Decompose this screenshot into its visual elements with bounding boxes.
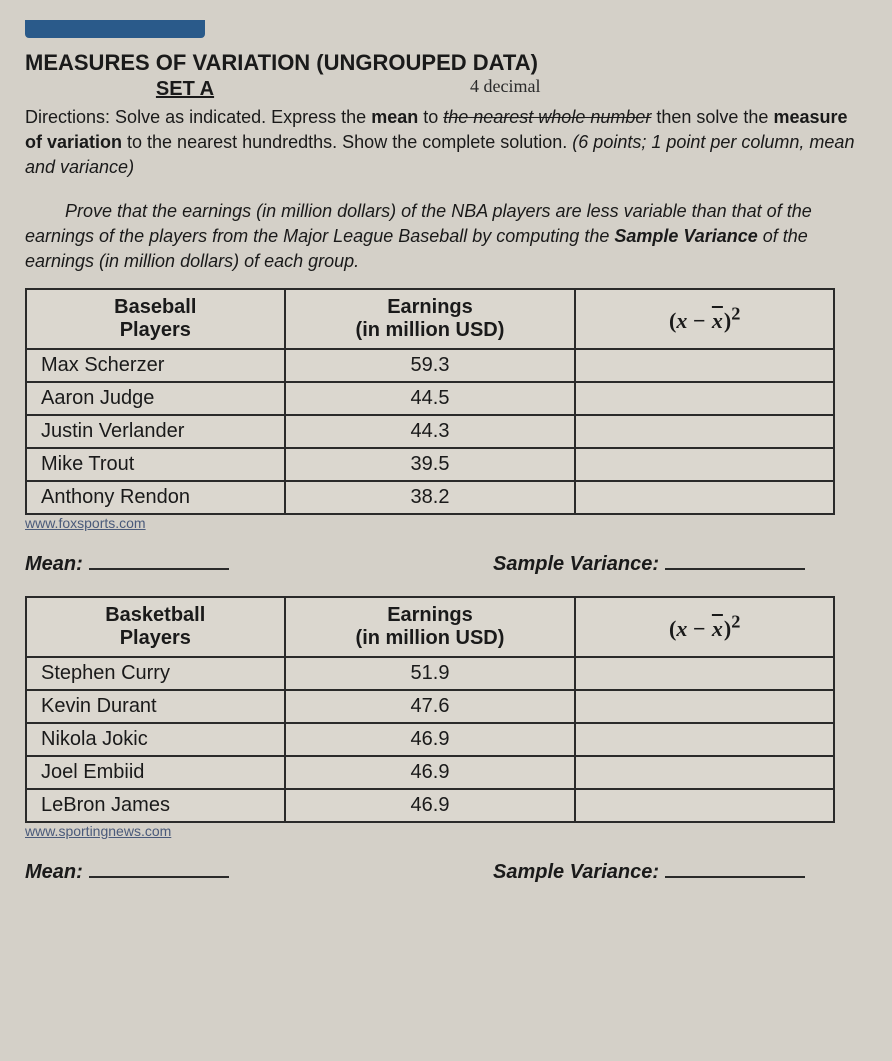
directions-text-3: then solve the: [651, 107, 773, 127]
deviation-cell: [575, 382, 834, 415]
mean-blank: [89, 568, 229, 570]
directions-label: Directions:: [25, 107, 110, 127]
variance-label-text: Sample Variance:: [493, 861, 659, 883]
earnings-value: 59.3: [285, 349, 576, 382]
deviation-cell: [575, 415, 834, 448]
deviation-cell: [575, 690, 834, 723]
answer-row-1: Mean: Sample Variance:: [25, 553, 805, 576]
earnings-value: 44.5: [285, 382, 576, 415]
player-name: Stephen Curry: [26, 657, 285, 690]
earnings-value: 44.3: [285, 415, 576, 448]
earnings-value: 39.5: [285, 448, 576, 481]
player-name: Anthony Rendon: [26, 481, 285, 514]
header-line-2: Players: [120, 319, 191, 341]
directions-text-1: Solve as indicated. Express the: [115, 107, 371, 127]
col-header-deviation: (x − x)2: [575, 289, 834, 349]
page-subtitle: SET A: [25, 78, 345, 101]
table-header-row: Basketball Players Earnings (in million …: [26, 597, 834, 657]
player-name: Max Scherzer: [26, 349, 285, 382]
header-line-1: Earnings: [387, 296, 473, 318]
earnings-value: 46.9: [285, 756, 576, 789]
player-name: Justin Verlander: [26, 415, 285, 448]
col-header-earnings: Earnings (in million USD): [285, 597, 576, 657]
variance-label-text: Sample Variance:: [493, 553, 659, 575]
variance-label: Sample Variance:: [493, 861, 805, 884]
answer-row-2: Mean: Sample Variance:: [25, 861, 805, 884]
table-header-row: Baseball Players Earnings (in million US…: [26, 289, 834, 349]
prove-block: Prove that the earnings (in million doll…: [25, 199, 867, 275]
player-name: Mike Trout: [26, 448, 285, 481]
player-name: Aaron Judge: [26, 382, 285, 415]
header-accent-bar: [25, 20, 205, 38]
baseball-table: Baseball Players Earnings (in million US…: [25, 288, 835, 515]
table-row: Max Scherzer59.3: [26, 349, 834, 382]
earnings-value: 46.9: [285, 723, 576, 756]
basketball-table: Basketball Players Earnings (in million …: [25, 596, 835, 823]
deviation-cell: [575, 789, 834, 822]
table-row: LeBron James46.9: [26, 789, 834, 822]
deviation-cell: [575, 349, 834, 382]
table-row: Aaron Judge44.5: [26, 382, 834, 415]
directions-text-4: to the nearest hundredths. Show the comp…: [122, 132, 572, 152]
player-name: LeBron James: [26, 789, 285, 822]
deviation-cell: [575, 481, 834, 514]
earnings-value: 47.6: [285, 690, 576, 723]
player-name: Joel Embiid: [26, 756, 285, 789]
source-link-1: www.foxsports.com: [25, 515, 867, 531]
mean-word: mean: [371, 107, 418, 127]
header-line-1: Basketball: [105, 604, 205, 626]
deviation-cell: [575, 657, 834, 690]
mean-label: Mean:: [25, 861, 229, 884]
table-row: Nikola Jokic46.9: [26, 723, 834, 756]
earnings-value: 38.2: [285, 481, 576, 514]
variance-blank: [665, 568, 805, 570]
mean-label-text: Mean:: [25, 861, 83, 883]
deviation-cell: [575, 448, 834, 481]
header-line-2: Players: [120, 627, 191, 649]
directions-text-2: to: [418, 107, 443, 127]
header-line-1: Baseball: [114, 296, 196, 318]
table-row: Anthony Rendon38.2: [26, 481, 834, 514]
source-link-2: www.sportingnews.com: [25, 823, 867, 839]
variance-blank: [665, 876, 805, 878]
player-name: Nikola Jokic: [26, 723, 285, 756]
struck-text: the nearest whole number: [443, 107, 651, 127]
col-header-deviation: (x − x)2: [575, 597, 834, 657]
col-header-players: Baseball Players: [26, 289, 285, 349]
mean-label-text: Mean:: [25, 553, 83, 575]
table-row: Stephen Curry51.9: [26, 657, 834, 690]
table-row: Mike Trout39.5: [26, 448, 834, 481]
earnings-value: 51.9: [285, 657, 576, 690]
table-row: Justin Verlander44.3: [26, 415, 834, 448]
header-line-2: (in million USD): [356, 627, 505, 649]
handwritten-note: 4 decimal: [470, 76, 540, 97]
directions-block: Directions: Solve as indicated. Express …: [25, 105, 867, 181]
deviation-cell: [575, 756, 834, 789]
mean-label: Mean:: [25, 553, 229, 576]
header-line-1: Earnings: [387, 604, 473, 626]
table-row: Kevin Durant47.6: [26, 690, 834, 723]
sample-variance-word: Sample Variance: [614, 226, 757, 246]
table-row: Joel Embiid46.9: [26, 756, 834, 789]
page-title: MEASURES OF VARIATION (UNGROUPED DATA): [25, 50, 867, 76]
player-name: Kevin Durant: [26, 690, 285, 723]
header-line-2: (in million USD): [356, 319, 505, 341]
deviation-cell: [575, 723, 834, 756]
variance-label: Sample Variance:: [493, 553, 805, 576]
earnings-value: 46.9: [285, 789, 576, 822]
mean-blank: [89, 876, 229, 878]
col-header-players: Basketball Players: [26, 597, 285, 657]
col-header-earnings: Earnings (in million USD): [285, 289, 576, 349]
